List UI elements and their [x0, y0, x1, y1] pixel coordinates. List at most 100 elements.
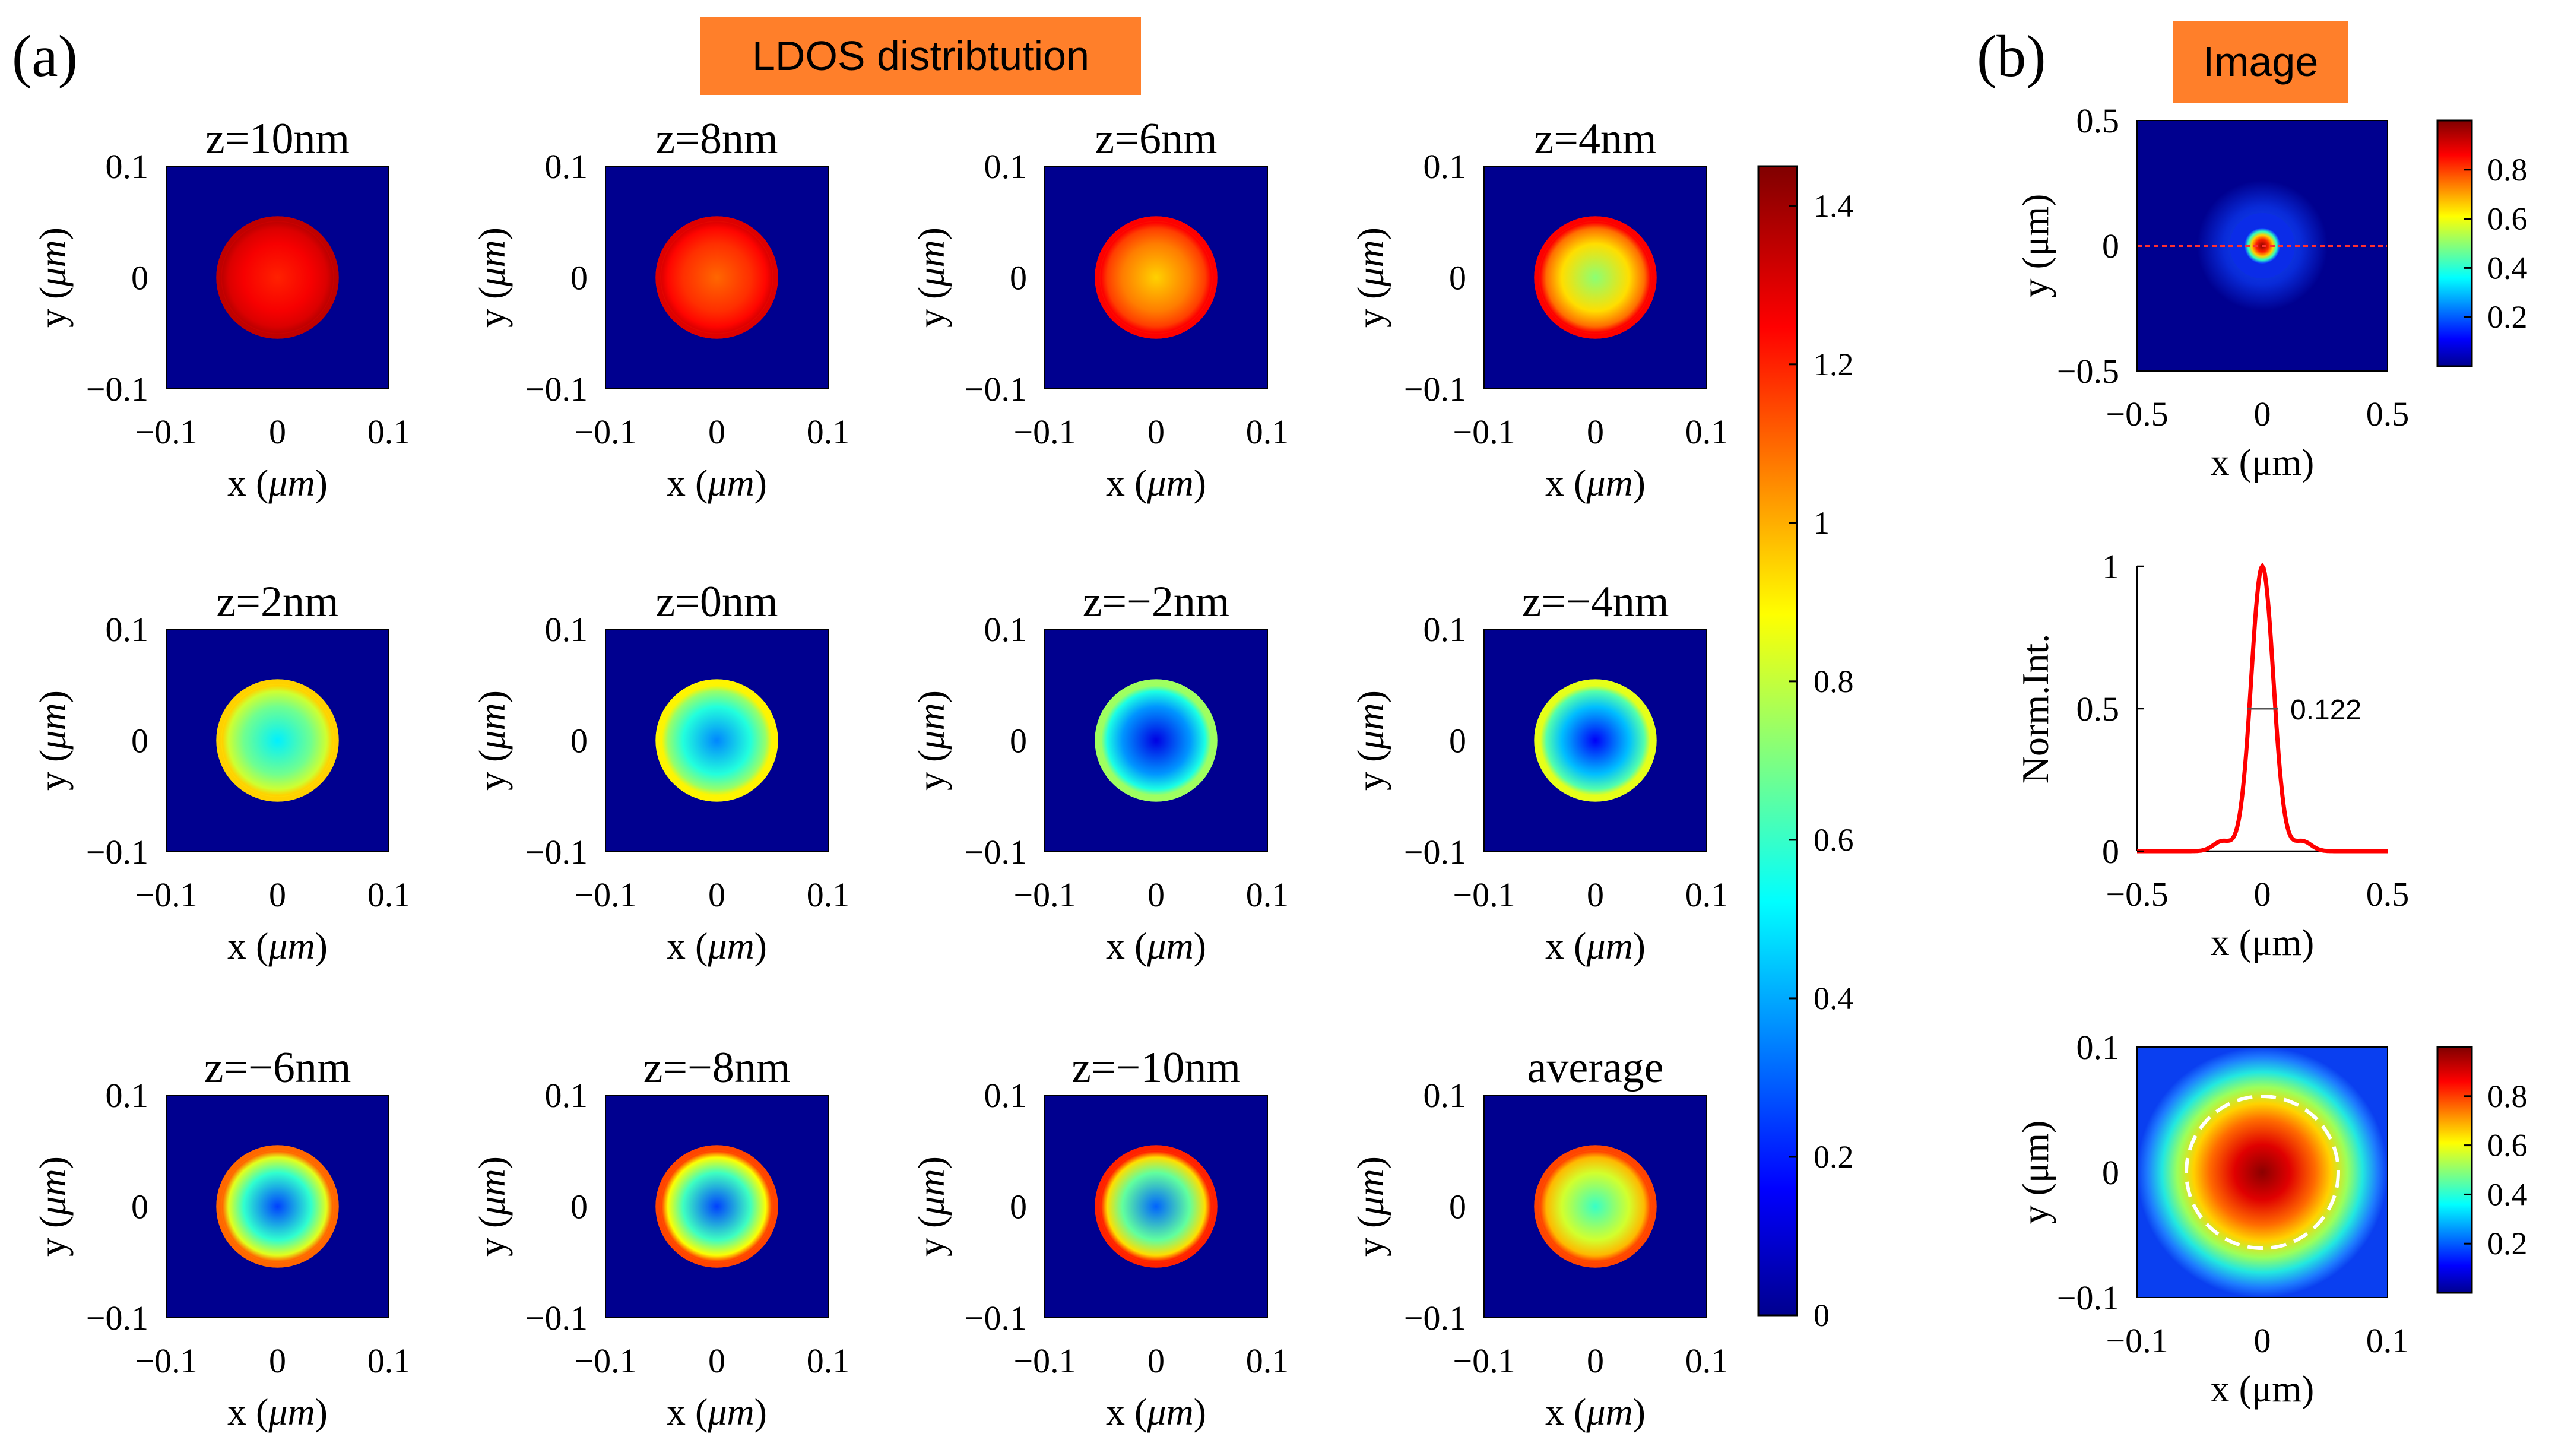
profile-ylabel: Norm.Int.: [2014, 634, 2056, 783]
ldos-map-ylabel-unit: μm: [31, 240, 74, 287]
ldos-map-xtick: 0: [1587, 413, 1604, 451]
ldos-map-xlabel-suffix: ): [1633, 1391, 1646, 1433]
ldos-map-title: z=−8nm: [643, 1043, 791, 1092]
image-map-xtick: 0: [2254, 395, 2271, 433]
ldos-map-3: z=6nm 0.1 0 −0.1 −0.1 0 0.1 x (μm) y (μm): [910, 115, 1289, 504]
zoom-map-ylabel: y (μm): [2014, 1121, 2056, 1225]
ldos-map-title: z=0nm: [655, 578, 778, 626]
image-map-xtick: −0.5: [2106, 395, 2168, 433]
ldos-map-xtick: −0.1: [1453, 875, 1515, 914]
ldos-disk: [655, 216, 778, 339]
ldos-map-ylabel-unit: μm: [1349, 1169, 1391, 1216]
ldos-map-ylabel-unit: μm: [471, 240, 513, 287]
image-map: 0.5 0 −0.5 −0.5 0 0.5 x (μm) y (μm): [2014, 101, 2409, 483]
profile-xlabel: x (μm): [2211, 921, 2315, 963]
ldos-map-ylabel: y (μm): [1349, 1156, 1391, 1257]
ldos-map-xtick: 0.1: [1246, 1341, 1289, 1380]
ldos-map-frame: [1483, 166, 1707, 389]
ldos-map-ytick: −0.1: [1404, 370, 1466, 408]
ldos-map-ylabel-suffix: ): [910, 227, 952, 240]
zoom-map-xtick: −0.1: [2106, 1321, 2168, 1360]
ldos-map-xlabel-unit: μm: [1146, 462, 1193, 504]
ldos-map-ylabel-suffix: ): [31, 1156, 74, 1169]
ldos-map-ytick: 0.1: [1424, 147, 1467, 186]
ldos-map-5: z=2nm 0.1 0 −0.1 −0.1 0 0.1 x (μm) y (μm): [31, 578, 410, 967]
ldos-map-ytick: 0.1: [984, 147, 1028, 186]
ldos-map-xtick: −0.1: [1453, 413, 1515, 451]
ldos-disk: [1095, 1145, 1218, 1268]
ldos-colorbar-tick-label: 0: [1814, 1298, 1830, 1333]
ldos-map-xlabel: x (μm): [227, 1391, 328, 1433]
ldos-map-11: z=−10nm 0.1 0 −0.1 −0.1 0 0.1 x (μm) y (μm): [910, 1043, 1289, 1433]
ldos-disk: [1534, 1145, 1657, 1268]
ldos-map-xtick: 0.1: [807, 413, 850, 451]
ldos-map-xlabel-suffix: ): [1633, 462, 1646, 504]
ldos-map-ytick: −0.1: [965, 833, 1027, 871]
ldos-map-xlabel-unit: μm: [268, 925, 315, 967]
ldos-map-xtick: 0.1: [1685, 875, 1729, 914]
ldos-map-ylabel-suffix: ): [910, 690, 952, 703]
ldos-map-frame: [166, 166, 389, 389]
ldos-map-ytick: 0: [131, 722, 148, 760]
ldos-map-10: z=−8nm 0.1 0 −0.1 −0.1 0 0.1 x (μm) y (μm): [471, 1043, 849, 1433]
panel-a-header: LDOS distribtution: [752, 33, 1089, 79]
ldos-map-frame: [1044, 629, 1268, 852]
zoom-map-dashed-circle: [2185, 1095, 2340, 1250]
ldos-map-ytick: −0.1: [86, 1299, 148, 1337]
ldos-map-6: z=0nm 0.1 0 −0.1 −0.1 0 0.1 x (μm) y (μm): [471, 578, 849, 967]
ldos-colorbar: 0 0.2 0.4 0.6 0.8 1 1.2 1.4: [1757, 165, 1854, 1333]
ldos-map-xtick: −0.1: [574, 875, 636, 914]
ldos-map-ytick: 0: [131, 1188, 148, 1226]
ldos-map-ylabel-suffix: ): [1349, 227, 1391, 240]
ldos-map-xlabel-unit: μm: [707, 462, 754, 504]
ldos-map-title: z=−6nm: [204, 1043, 351, 1092]
ldos-map-xtick: 0.1: [807, 1341, 850, 1380]
ldos-map-xlabel-unit: μm: [1146, 925, 1193, 967]
ldos-disk-ring: [216, 1145, 339, 1268]
ldos-map-title: z=2nm: [216, 578, 338, 626]
ldos-map-grid: z=10nm 0.1 0 −0.1 −0.1 0 0.1 x (μm) y (μm) z=8nm 0…: [31, 115, 1728, 1433]
ldos-map-xtick: 0: [1587, 875, 1604, 914]
ldos-map-ylabel-unit: μm: [471, 703, 513, 750]
ldos-map-ytick: −0.1: [86, 370, 148, 408]
ldos-map-xlabel-unit: μm: [1586, 925, 1632, 967]
ldos-disk-ring: [1534, 1145, 1657, 1268]
ldos-map-9: z=−6nm 0.1 0 −0.1 −0.1 0 0.1 x (μm) y (μm): [31, 1043, 410, 1433]
ldos-map-ytick: 0: [1449, 1188, 1466, 1226]
zoom-map-ytick: −0.1: [2057, 1279, 2119, 1317]
ldos-map-xlabel: x (μm): [1106, 1391, 1206, 1433]
ldos-map-xlabel-suffix: ): [1194, 925, 1206, 967]
ldos-map-ytick: −0.1: [86, 833, 148, 871]
image-map-frame: [2136, 120, 2388, 372]
image-map-ylabel: y (μm): [2014, 194, 2056, 298]
profile-xtick: 0.5: [2366, 875, 2410, 913]
ldos-map-xlabel-suffix: ): [754, 462, 767, 504]
ldos-map-ylabel-suffix: ): [1349, 1156, 1391, 1169]
ldos-map-xtick: 0: [1147, 875, 1165, 914]
zoom-map-xtick: 0.1: [2366, 1321, 2410, 1360]
image-map-ytick: 0: [2102, 227, 2119, 265]
ldos-map-ylabel-suffix: ): [31, 227, 74, 240]
ldos-map-ytick: 0.1: [984, 610, 1028, 649]
image-map-ytick: 0.5: [2077, 101, 2120, 140]
ldos-map-frame: [166, 1095, 389, 1318]
ldos-map-xlabel-suffix: ): [1194, 462, 1206, 504]
profile-ytick: 1: [2102, 547, 2119, 586]
zoom-colorbar-tick-label: 0.6: [2487, 1128, 2528, 1163]
ldos-map-xlabel: x (μm): [1106, 925, 1206, 967]
ldos-colorbar-tick-label: 1.2: [1814, 347, 1854, 382]
ldos-map-xtick: 0.1: [1685, 413, 1729, 451]
ldos-map-xtick: −0.1: [1013, 1341, 1076, 1380]
ldos-map-xlabel-suffix: ): [754, 1391, 767, 1433]
panel-b-header: Image: [2203, 39, 2319, 85]
ldos-colorbar-tick-label: 0.4: [1814, 981, 1854, 1016]
ldos-disk-ring: [1095, 1145, 1218, 1268]
ldos-map-ylabel-unit: μm: [1349, 240, 1391, 287]
ldos-map-1: z=10nm 0.1 0 −0.1 −0.1 0 0.1 x (μm) y (μm): [31, 115, 410, 504]
ldos-map-xtick: −0.1: [1013, 413, 1076, 451]
zoom-map-xlabel: x (μm): [2211, 1368, 2315, 1410]
panel-a-header-box: [700, 17, 1141, 95]
ldos-map-xlabel: x (μm): [1545, 462, 1646, 504]
ldos-map-ytick: −0.1: [965, 370, 1027, 408]
ldos-map-xtick: −0.1: [1453, 1341, 1515, 1380]
